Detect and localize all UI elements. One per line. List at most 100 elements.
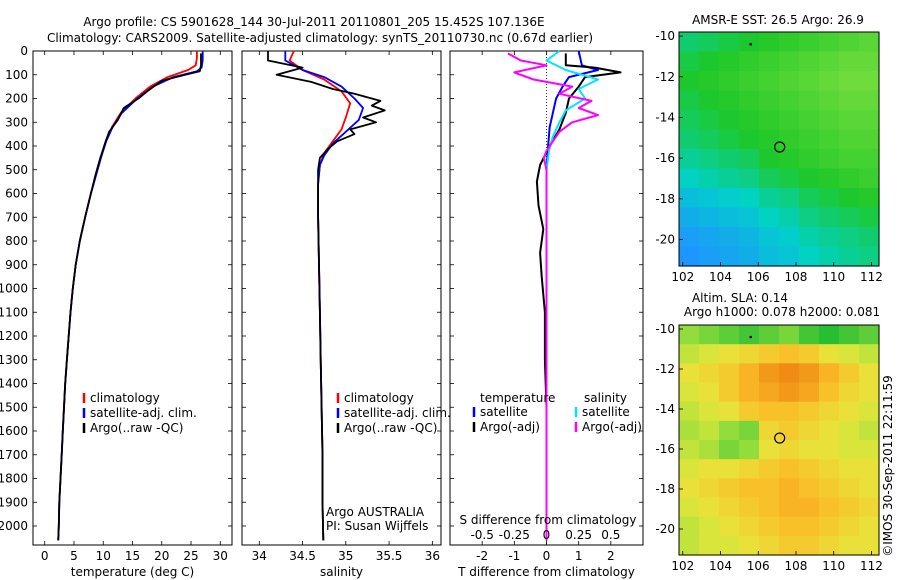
sla_map-cell xyxy=(739,459,760,479)
sst_map-cell xyxy=(859,129,880,150)
legend-label-t-argo: Argo(-adj) xyxy=(480,420,540,434)
sst_map-cell xyxy=(739,207,760,228)
legend-title-temperature: temperature xyxy=(480,391,555,405)
differences-xtick-label: 2 xyxy=(607,549,615,563)
sst_map-cell xyxy=(719,51,740,72)
sla_map-cell xyxy=(739,497,760,518)
sst_map-ytick-label: -18 xyxy=(655,192,675,206)
sla_map-cell xyxy=(679,382,700,403)
sla-map-title-line2: Argo h1000: 0.078 h2000: 0.081 xyxy=(684,305,880,319)
sst_map-cell xyxy=(699,149,720,170)
sst_map-cell xyxy=(759,51,780,72)
sst_map-cell xyxy=(679,32,700,53)
sst_map-cell xyxy=(679,90,700,111)
legend-label-s-argo: Argo(-adj) xyxy=(582,420,642,434)
sst_map-cell xyxy=(759,129,780,150)
sst_map-cell xyxy=(779,90,800,111)
sla_map-cell xyxy=(839,497,860,518)
sst_map-cell xyxy=(719,129,740,150)
sla_map-cell xyxy=(739,401,760,422)
sst_map-cell xyxy=(699,207,720,228)
sla_map-xtick-label: 110 xyxy=(822,559,845,573)
sst_map-cell xyxy=(759,246,780,267)
sst_map-cell xyxy=(799,51,820,72)
sla_map-cell xyxy=(819,325,840,345)
sst_map-cell xyxy=(819,32,840,53)
sst_map-cell xyxy=(679,207,700,228)
sst_map-cell xyxy=(779,149,800,170)
depth-tick-label: 1200 xyxy=(0,329,28,343)
figure-title-line1: Argo profile: CS 5901628_144 30-Jul-2011… xyxy=(83,15,544,29)
salinity-xtick-label: 35.5 xyxy=(376,549,403,563)
sla_map-cell xyxy=(799,363,820,384)
differences-s-tick-label: 0 xyxy=(543,528,551,542)
sst_map-cell xyxy=(719,168,740,189)
sst_map-cell xyxy=(679,188,700,209)
sla_map-cell xyxy=(759,516,780,537)
sst_map-cell xyxy=(839,90,860,111)
sla_map-cell xyxy=(779,344,800,364)
depth-tick-label: 800 xyxy=(5,234,28,248)
sst_map-cell xyxy=(779,71,800,92)
legend-label-climatology: climatology xyxy=(90,391,160,405)
sla_map-cell xyxy=(799,401,820,422)
sla_map-cell xyxy=(699,440,720,460)
sla_map-cell xyxy=(699,401,720,422)
sst_map-cell xyxy=(739,110,760,131)
salinity-frame xyxy=(241,50,442,546)
sst_map-cell xyxy=(839,32,860,53)
sla_map-cell xyxy=(779,459,800,479)
sst_map-cell xyxy=(739,32,760,53)
series-differences-satellite-s xyxy=(545,50,599,541)
differences-xlabel: T difference from climatology xyxy=(457,565,635,579)
salinity-xtick-label: 34 xyxy=(252,549,267,563)
sst_map-cell xyxy=(679,168,700,189)
sla_map-cell xyxy=(719,382,740,403)
sst_map-cell xyxy=(759,110,780,131)
sst_map-cell xyxy=(679,149,700,170)
sst_map-cell xyxy=(699,110,720,131)
sla_map-xtick-label: 102 xyxy=(671,559,694,573)
temperature-xtick-label: 10 xyxy=(96,549,111,563)
series-salinity-argo-raw-qc- xyxy=(267,51,386,541)
sla_map-cell xyxy=(839,401,860,422)
sst_map-cell xyxy=(859,51,880,72)
sla_map-cell xyxy=(839,535,860,556)
sla_map-cell xyxy=(839,440,860,460)
sst_map-cell xyxy=(719,71,740,92)
sla_map-cell xyxy=(839,363,860,384)
sla_map-cell xyxy=(819,478,840,499)
sst_map-cell xyxy=(819,227,840,248)
depth-tick-label: 1400 xyxy=(0,377,28,391)
sst_map-cell xyxy=(679,51,700,72)
depth-tick-label: 1000 xyxy=(0,282,28,296)
sst_map-xtick-label: 106 xyxy=(747,270,770,284)
sla_map-cell xyxy=(859,516,880,537)
sla_map-cell xyxy=(679,459,700,479)
sla_map-frame xyxy=(678,324,880,556)
sst_map-cell xyxy=(799,71,820,92)
sst_map-cell xyxy=(719,32,740,53)
sst_map-cell xyxy=(679,110,700,131)
sst_map-cell xyxy=(799,168,820,189)
sst_map-cell xyxy=(839,207,860,228)
depth-tick-label: 0 xyxy=(20,44,28,58)
sla_map-cell xyxy=(719,401,740,422)
sla_map-cell xyxy=(779,516,800,537)
sst_map-cell xyxy=(819,207,840,228)
sst_map-cell xyxy=(719,90,740,111)
sla_map-cell xyxy=(779,535,800,556)
temperature-frame xyxy=(32,50,233,546)
sst_map-cell xyxy=(759,188,780,209)
sla_map-cell xyxy=(739,535,760,556)
legend-label-argo: Argo(..raw -QC) xyxy=(90,421,183,435)
sst_map-cell xyxy=(779,110,800,131)
sla_map-cell xyxy=(679,363,700,384)
sst_map-cell xyxy=(739,227,760,248)
sla_map-cell xyxy=(839,420,860,441)
sst_map-cell xyxy=(719,207,740,228)
figure-title-line2: Climatology: CARS2009. Satellite-adjuste… xyxy=(47,31,593,45)
depth-tick-label: 1500 xyxy=(0,400,28,414)
sst_map-cell xyxy=(699,51,720,72)
